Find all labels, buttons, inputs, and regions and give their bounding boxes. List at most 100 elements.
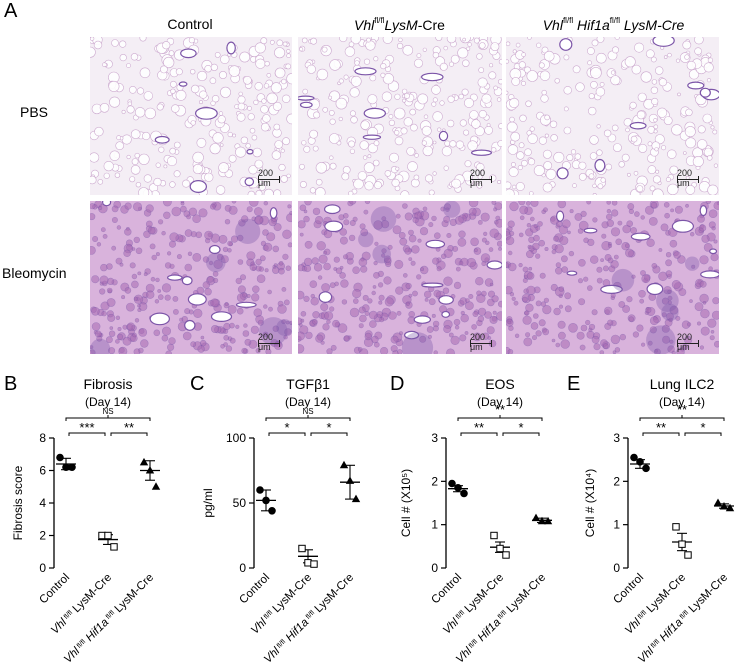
y-tick-label: 4	[39, 496, 46, 510]
data-point-circle	[62, 463, 70, 472]
y-tick-label: 3	[613, 431, 620, 445]
data-point-triangle	[531, 513, 541, 522]
significance-label: **	[677, 402, 687, 417]
x-tick-label-part: LysM-Cre	[310, 572, 356, 618]
x-tick-label: Vhl fl/fl Hif1a fl/fl LysM-Cre	[62, 572, 156, 666]
data-point-circle	[454, 484, 462, 492]
y-tick-label: 3	[431, 431, 438, 445]
column-header-part: LysM-Cre	[619, 17, 685, 33]
y-tick-label: 1	[431, 518, 438, 532]
y-tick-label: 2	[613, 474, 620, 488]
data-point-square	[490, 531, 498, 540]
column-header-part: LysM	[384, 17, 418, 33]
significance-bracket	[68, 432, 106, 436]
x-tick-label: Control	[611, 572, 646, 607]
row-header-pbs: PBS	[20, 104, 49, 120]
x-tick-label-part: LysM-Cre	[502, 572, 548, 618]
chart-title: Lung ILC2	[650, 376, 715, 392]
micrograph-pbs-control	[90, 37, 292, 195]
data-point-triangle	[139, 457, 149, 466]
y-tick-label: 2	[39, 529, 46, 543]
significance-label: *	[284, 420, 289, 435]
chart-subtitle: (Day 14)	[85, 395, 131, 409]
significance-bracket	[639, 417, 725, 421]
y-tick-label: 1	[613, 518, 620, 532]
chart-subtitle: (Day 14)	[285, 395, 331, 409]
data-point-circle	[56, 453, 64, 462]
significance-label: *	[326, 420, 331, 435]
data-point-square	[304, 559, 312, 567]
significance-bracket	[460, 432, 498, 436]
column-header-control: Control	[90, 16, 290, 32]
data-point-square	[502, 551, 510, 559]
scale-bar: 200 μm	[677, 168, 707, 188]
column-header-part: Control	[167, 16, 213, 32]
data-point-square	[684, 551, 692, 559]
chart-subtitle: (Day 14)	[477, 395, 523, 409]
scale-bar: 200 μm	[470, 168, 500, 188]
significance-label: *	[518, 420, 523, 435]
y-tick-label: 6	[39, 464, 46, 478]
significance-label: **	[474, 420, 484, 435]
y-tick-label: 0	[613, 561, 620, 575]
column-header-part: Vhl	[542, 17, 563, 33]
column-header-part: Vhl	[354, 17, 375, 33]
x-tick-label-part: Control	[429, 572, 464, 607]
data-point-triangle	[719, 501, 729, 510]
x-tick-label: Control	[37, 572, 72, 607]
panel-letter: B	[4, 373, 17, 395]
significance-bracket	[265, 417, 351, 421]
x-tick-label-part: LysM-Cre	[68, 572, 114, 618]
x-tick-label-part: LysM-Cre	[684, 572, 730, 618]
significance-label: NS	[302, 407, 313, 416]
scale-bar: 200 μm	[677, 332, 707, 352]
data-point-triangle	[151, 482, 161, 490]
panel-letter: C	[190, 373, 204, 395]
x-tick-label: Vhl fl/fl Hif1a fl/fl LysM-Cre	[636, 572, 730, 666]
y-tick-label: 0	[239, 561, 246, 575]
column-header-part: Hif1a	[573, 17, 610, 33]
significance-bracket	[110, 432, 148, 436]
data-point-square	[496, 544, 504, 553]
data-point-square	[298, 544, 306, 553]
significance-bracket	[502, 432, 540, 436]
data-point-circle	[448, 479, 456, 488]
x-tick-label-part: LysM-Cre	[110, 572, 156, 618]
data-point-triangle	[543, 516, 553, 525]
panel-letter: E	[567, 373, 580, 395]
data-point-square	[104, 531, 112, 540]
data-point-circle	[68, 463, 76, 472]
panel-letter: D	[390, 373, 404, 395]
x-tick-label-part: Control	[37, 572, 72, 607]
y-tick-label: 2	[431, 474, 438, 488]
significance-bracket	[310, 432, 348, 436]
data-point-triangle	[537, 516, 547, 525]
data-point-square	[310, 560, 318, 568]
significance-bracket	[457, 417, 543, 421]
column-header-vhl-lysm-cre: Vhlfl/flLysM-Cre	[297, 16, 502, 33]
data-point-square	[672, 523, 680, 531]
data-point-circle	[630, 453, 638, 462]
data-point-circle	[636, 458, 644, 466]
scale-bar: 200 μm	[258, 332, 288, 352]
column-header-part: fl/fl	[374, 16, 385, 25]
x-tick-label-part: LysM-Cre	[642, 572, 688, 618]
column-header-vhl-hif1a-lysm-cre: Vhlfl/fl Hif1afl/fl LysM-Cre	[506, 16, 721, 33]
chart-title: TGFβ1	[286, 376, 330, 392]
x-tick-label-part: Control	[237, 572, 272, 607]
significance-label: ***	[79, 420, 94, 435]
micrograph-bleomycin-vhl-hif1a	[506, 201, 719, 354]
x-tick-label-part: LysM-Cre	[460, 572, 506, 618]
scatter-charts-b-to-e: B Fibrosis (Day 14) 0 2 4 6 8 Fibrosis score Cont…	[4, 373, 735, 666]
data-point-square	[110, 543, 118, 551]
x-tick-label-part: LysM-Cre	[268, 572, 314, 618]
x-tick-label-part: Control	[611, 572, 646, 607]
micrograph-pbs-vhl	[298, 37, 502, 195]
x-tick-label: Control	[429, 572, 464, 607]
significance-bracket	[642, 432, 680, 436]
x-tick-label: Vhl fl/fl Hif1a fl/fl LysM-Cre	[262, 572, 356, 666]
significance-bracket	[684, 432, 722, 436]
data-point-triangle	[345, 476, 355, 484]
scale-bar: 200 μm	[470, 332, 500, 352]
y-axis-label: Fibrosis score	[11, 465, 25, 540]
